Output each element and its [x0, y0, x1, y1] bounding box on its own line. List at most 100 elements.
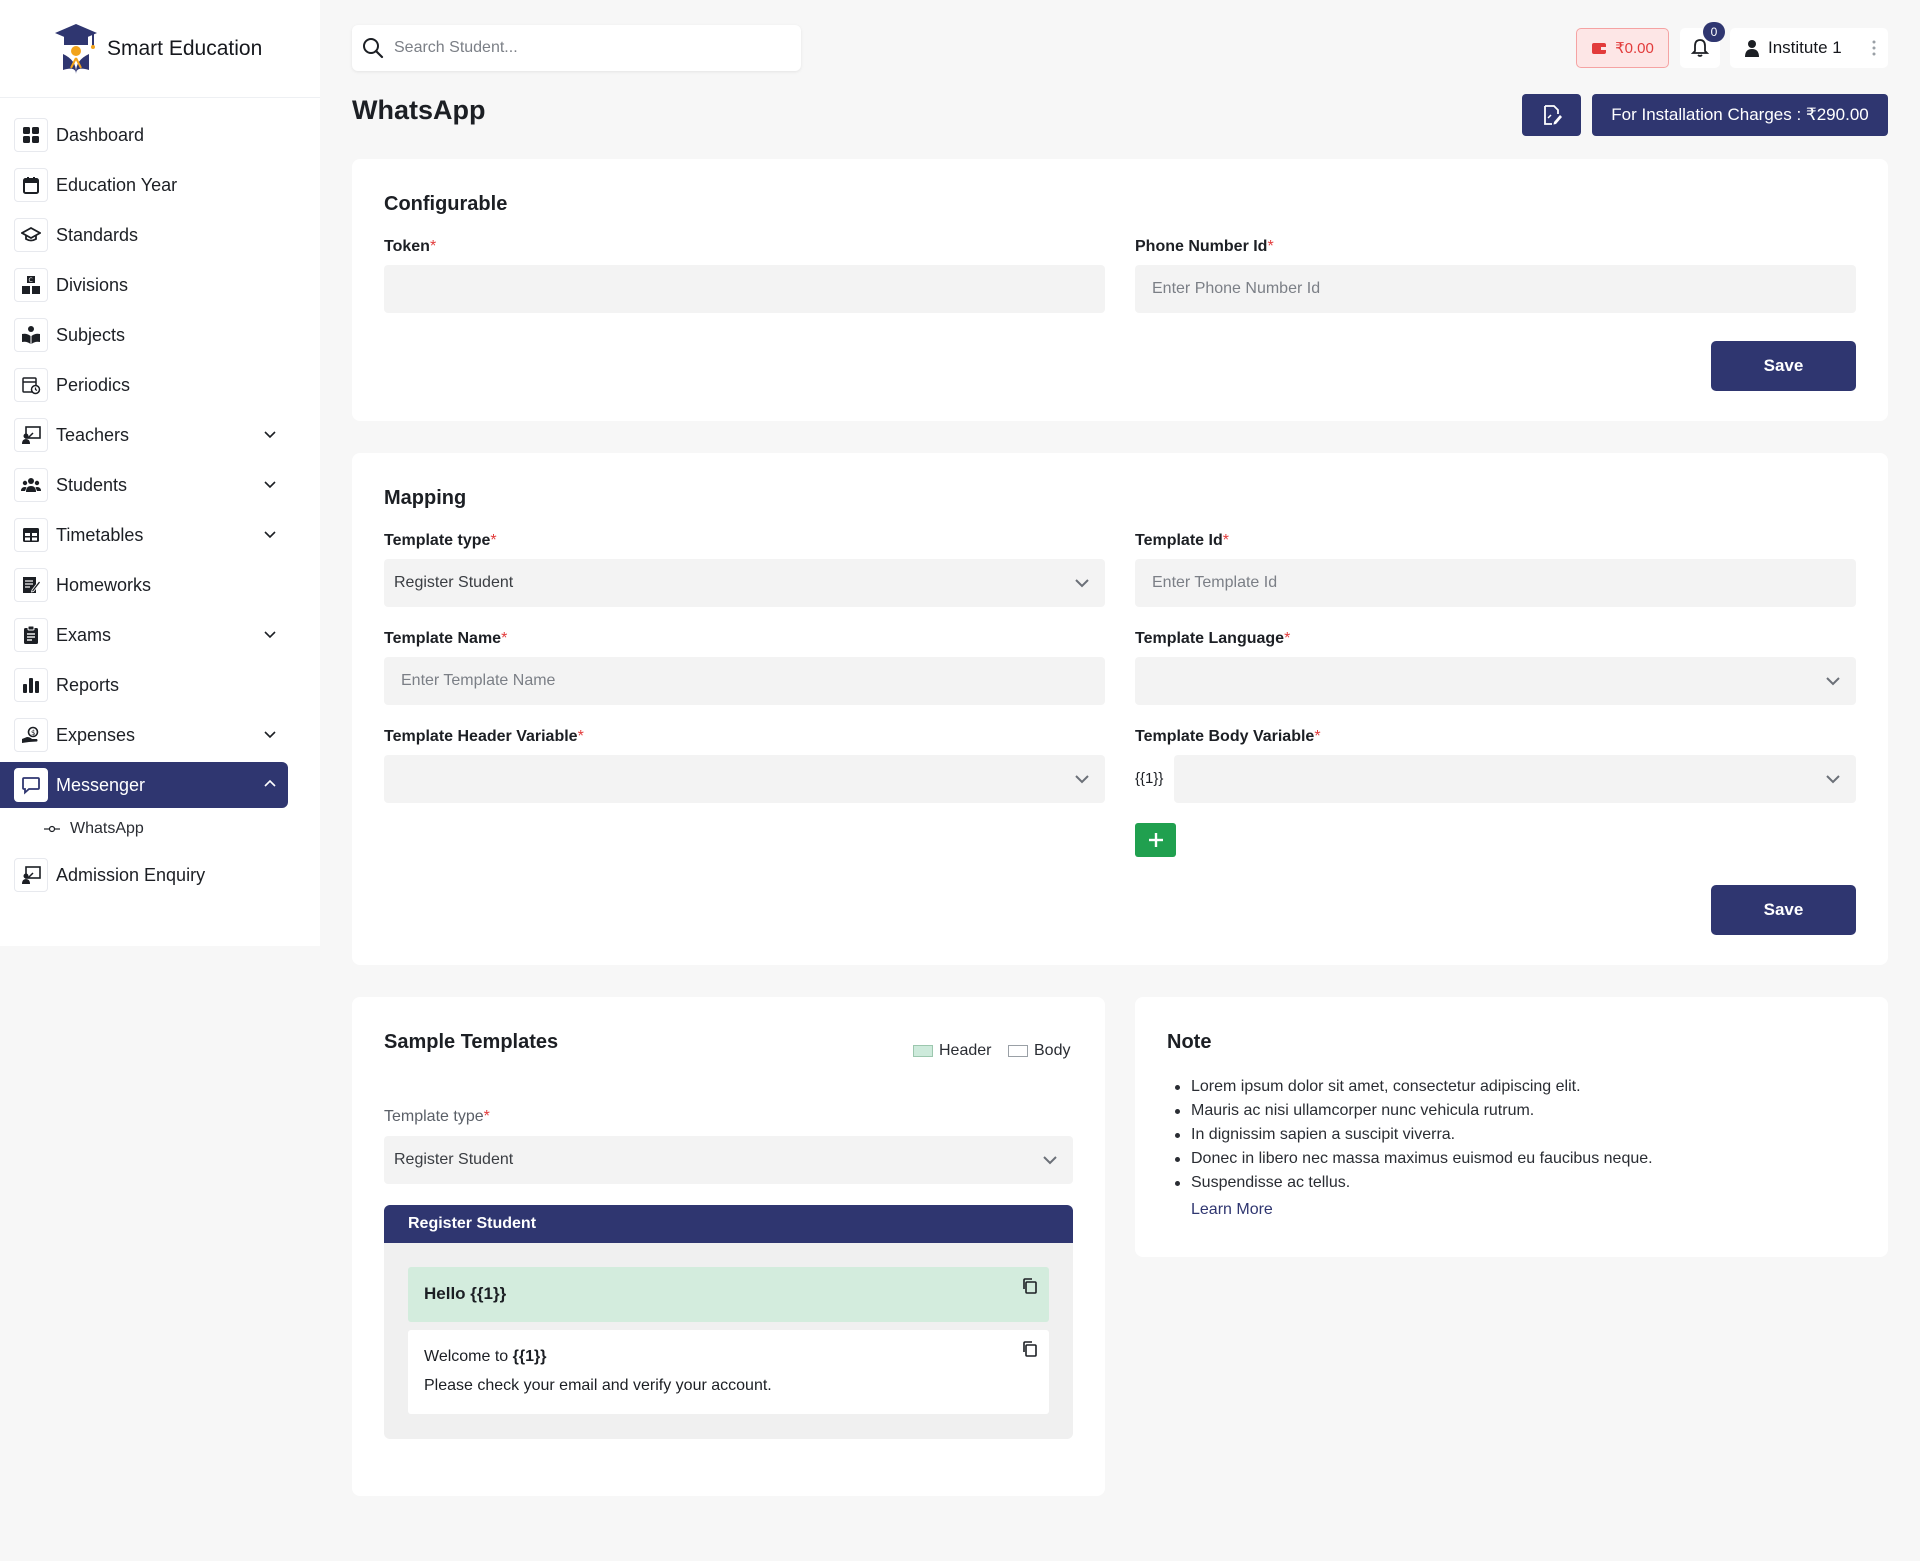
template-name-label-text: Template Name	[384, 630, 502, 647]
sidebar-nav: Dashboard Education Year Standards C Div…	[0, 98, 320, 898]
brand[interactable]: Smart Education	[0, 0, 320, 98]
wallet-icon	[1592, 43, 1607, 54]
edit-document-button[interactable]	[1522, 94, 1581, 136]
body-variable-label-text: Template Body Variable	[1135, 728, 1315, 745]
more-vertical-icon[interactable]	[1872, 40, 1876, 56]
template-body-line-1: Welcome to {{1}}	[424, 1348, 546, 1366]
sidebar-item-label: Teachers	[56, 424, 130, 445]
graduation-cap-icon	[14, 218, 48, 252]
template-id-input[interactable]	[1135, 559, 1856, 607]
search-bar	[352, 25, 801, 71]
note-list: Lorem ipsum dolor sit amet, consectetur …	[1167, 1075, 1653, 1195]
sidebar-item-label: Homeworks	[56, 574, 152, 595]
user-menu[interactable]: Institute 1	[1730, 28, 1888, 68]
required-asterisk: *	[1267, 238, 1274, 255]
sidebar-item-messenger[interactable]: Messenger	[0, 762, 288, 808]
note-card: Note Lorem ipsum dolor sit amet, consect…	[1135, 997, 1888, 1257]
sidebar-item-dashboard[interactable]: Dashboard	[0, 112, 288, 158]
chevron-down-icon	[264, 531, 276, 539]
search-input[interactable]	[394, 39, 784, 57]
sidebar-item-exams[interactable]: Exams	[0, 612, 288, 658]
sidebar-item-teachers[interactable]: Teachers	[0, 412, 288, 458]
chevron-up-icon	[264, 779, 276, 787]
note-item: Mauris ac nisi ullamcorper nunc vehicula…	[1167, 1099, 1653, 1123]
sidebar-item-label: Timetables	[56, 524, 144, 545]
sidebar-item-expenses[interactable]: $ Expenses	[0, 712, 288, 758]
chevron-down-icon	[1043, 1156, 1057, 1165]
copy-icon[interactable]	[1021, 1277, 1039, 1295]
sidebar-item-students[interactable]: Students	[0, 462, 288, 508]
note-title: Note	[1167, 1031, 1212, 1053]
sidebar-item-subjects[interactable]: Subjects	[0, 312, 288, 358]
edit-document-icon	[1543, 105, 1562, 125]
required-asterisk: *	[490, 532, 497, 549]
clipboard-icon	[14, 618, 48, 652]
bell-icon	[1690, 39, 1710, 57]
chevron-down-icon	[1826, 775, 1840, 784]
graduation-logo-icon	[55, 23, 97, 74]
sidebar: Smart Education Dashboard Education Year…	[0, 0, 320, 946]
bullet-icon	[44, 825, 60, 833]
template-language-select[interactable]	[1135, 657, 1856, 705]
sidebar-item-admission-enquiry[interactable]: Admission Enquiry	[0, 852, 288, 898]
token-label-text: Token	[384, 238, 430, 255]
body-variable-prefix: {{1}}	[1135, 770, 1164, 787]
sample-templates-title: Sample Templates	[384, 1031, 559, 1053]
plus-icon	[1148, 833, 1163, 847]
configurable-card: Configurable Token* Phone Number Id* Sav…	[352, 159, 1888, 421]
svg-text:$: $	[31, 729, 35, 737]
note-item: Suspendisse ac tellus.	[1167, 1171, 1653, 1195]
sidebar-item-standards[interactable]: Standards	[0, 212, 288, 258]
template-type-select[interactable]: Register Student	[384, 559, 1105, 607]
body-line-1-variable: {{1}}	[512, 1348, 547, 1365]
phone-number-id-input[interactable]	[1135, 265, 1856, 313]
calendar-clock-icon	[14, 368, 48, 402]
sidebar-item-divisions[interactable]: C Divisions	[0, 262, 288, 308]
template-header-variable-select[interactable]	[384, 755, 1105, 803]
note-item: Lorem ipsum dolor sit amet, consectetur …	[1167, 1075, 1653, 1099]
configurable-save-button[interactable]: Save	[1711, 341, 1856, 391]
sidebar-item-education-year[interactable]: Education Year	[0, 162, 288, 208]
template-name-input[interactable]	[384, 657, 1105, 705]
user-name: Institute 1	[1768, 38, 1842, 57]
required-asterisk: *	[429, 238, 437, 255]
wallet-balance-button[interactable]: ₹0.00	[1576, 28, 1669, 68]
legend-header: Header	[913, 1042, 991, 1060]
learn-more-link[interactable]: Learn More	[1191, 1201, 1273, 1218]
chevron-down-icon	[1075, 579, 1089, 588]
template-preview: Hello {{1}} Welcome to {{1}} Please chec…	[384, 1243, 1073, 1439]
required-asterisk: *	[483, 1108, 490, 1125]
sidebar-subitem-whatsapp[interactable]: WhatsApp	[0, 812, 320, 846]
sidebar-item-label: Students	[56, 474, 128, 495]
legend-body-swatch	[1008, 1045, 1028, 1057]
sidebar-item-label: Standards	[56, 224, 139, 245]
add-body-variable-button[interactable]	[1135, 823, 1176, 857]
copy-icon[interactable]	[1021, 1340, 1039, 1358]
template-body-preview: Welcome to {{1}} Please check your email…	[408, 1330, 1049, 1414]
sample-template-type-select[interactable]: Register Student	[384, 1136, 1073, 1184]
mapping-title: Mapping	[384, 487, 467, 509]
calendar-icon	[14, 168, 48, 202]
template-language-label: Template Language*	[1135, 630, 1290, 648]
template-type-value: Register Student	[394, 574, 514, 591]
sidebar-item-periodics[interactable]: Periodics	[0, 362, 288, 408]
phone-number-id-label: Phone Number Id*	[1135, 238, 1274, 256]
sidebar-item-label: Periodics	[56, 374, 131, 395]
sidebar-item-label: Education Year	[56, 174, 178, 195]
legend-header-label: Header	[939, 1042, 992, 1059]
sidebar-item-homeworks[interactable]: Homeworks	[0, 562, 288, 608]
sidebar-item-timetables[interactable]: Timetables	[0, 512, 288, 558]
template-body-variable-select[interactable]	[1174, 755, 1856, 803]
book-reader-icon	[14, 318, 48, 352]
installation-charges-button[interactable]: For Installation Charges : ₹290.00	[1592, 94, 1888, 136]
sidebar-item-reports[interactable]: Reports	[0, 662, 288, 708]
chevron-down-icon	[264, 631, 276, 639]
legend-header-swatch	[913, 1045, 933, 1057]
configurable-title: Configurable	[384, 193, 508, 215]
note-item: In dignissim sapien a suscipit viverra.	[1167, 1123, 1653, 1147]
mapping-save-button[interactable]: Save	[1711, 885, 1856, 935]
notification-count-badge: 0	[1703, 22, 1725, 42]
template-header-text: Hello {{1}}	[424, 1284, 507, 1303]
template-id-label: Template Id*	[1135, 532, 1229, 550]
token-input[interactable]	[384, 265, 1105, 313]
